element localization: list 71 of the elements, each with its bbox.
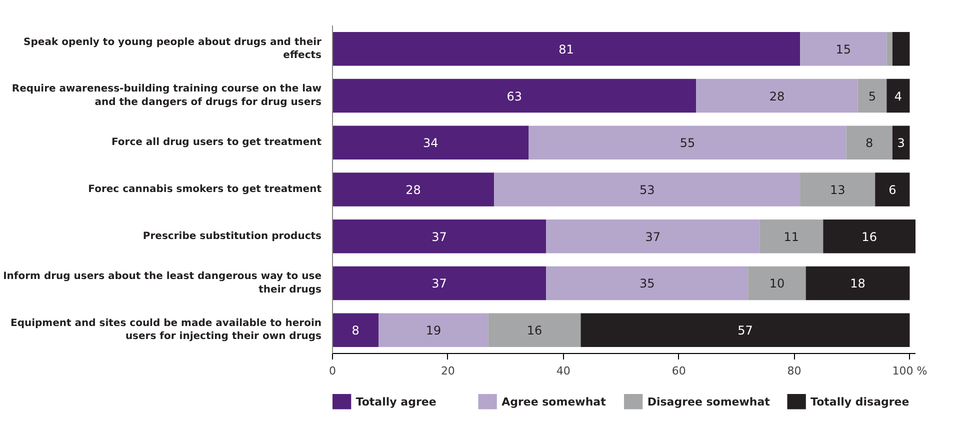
x-tick-label: 60 [672,364,686,378]
y-tick-label: Prescribe substitution products [142,230,322,242]
legend-label: Totally disagree [810,395,910,408]
bar [332,266,546,300]
bar [806,266,910,300]
data-label: 53 [639,183,655,197]
data-label: 6 [888,183,896,197]
data-label: 3 [897,136,905,150]
bar [332,32,800,66]
y-tick-label: Forec cannabis smokers to get treatment [88,184,322,195]
data-label: 37 [432,276,447,291]
data-label: 19 [426,324,442,338]
x-tick-label: 100 % [892,364,928,378]
y-tick-label: Inform drug users about the least dangerous way to use their drugs [3,271,322,296]
data-label: 8 [352,324,360,338]
bar [846,126,892,160]
bar [488,313,581,347]
bar [332,78,696,113]
data-label: 15 [836,42,851,56]
bar [332,313,379,347]
x-tick-label: 20 [440,364,455,378]
data-label: 18 [850,276,866,291]
data-label: 13 [830,183,846,197]
bar [886,78,910,113]
data-label: 37 [432,230,447,244]
data-label: 4 [894,89,902,104]
bar [760,219,824,254]
bar [858,78,887,113]
data-label: 16 [526,324,542,338]
data-label: 57 [738,324,753,338]
bar [823,219,916,254]
bar [892,32,910,66]
y-tick-label: Equipment and sites could be made available to heroin users for injecting their own drugs [10,318,322,342]
data-label: 34 [422,136,438,150]
data-label: 35 [639,276,655,291]
data-label: 63 [506,89,522,104]
bar [580,313,910,347]
data-label: 11 [784,230,800,244]
bar [494,172,800,206]
legend-label: Totally agree [356,395,436,408]
x-tick-label: 40 [556,364,570,378]
data-label: 55 [680,136,696,150]
bar [332,172,494,206]
bar [886,32,892,66]
x-tick-label: 0 [329,364,336,378]
bar [332,219,546,254]
bar [800,172,876,206]
bar [546,219,760,254]
data-label: 16 [862,230,877,244]
bar [748,266,806,300]
data-label: 28 [406,183,421,197]
bar [546,266,748,300]
data-label: 37 [645,230,661,244]
y-tick-label: Require awareness-building training course on the law and the dangers of drugs for drug users [12,84,322,108]
data-label: 10 [769,276,785,291]
bar [892,126,910,160]
bar [332,126,529,160]
bar [528,126,846,160]
data-label: 28 [769,89,785,104]
x-tick-label: 80 [787,364,802,378]
data-label: 81 [558,42,574,56]
legend-label: Disagree somewhat [647,395,770,408]
y-tick-label: Force all drug users to get treatment [111,137,322,148]
data-label: 5 [868,89,876,104]
bar [696,78,858,113]
legend-label: Agree somewhat [502,395,606,408]
bar [800,32,887,66]
data-label: 8 [866,136,874,150]
y-tick-label: Speak openly to young people about drugs and their effects [24,36,322,62]
bar [378,313,488,347]
bar [875,172,910,206]
